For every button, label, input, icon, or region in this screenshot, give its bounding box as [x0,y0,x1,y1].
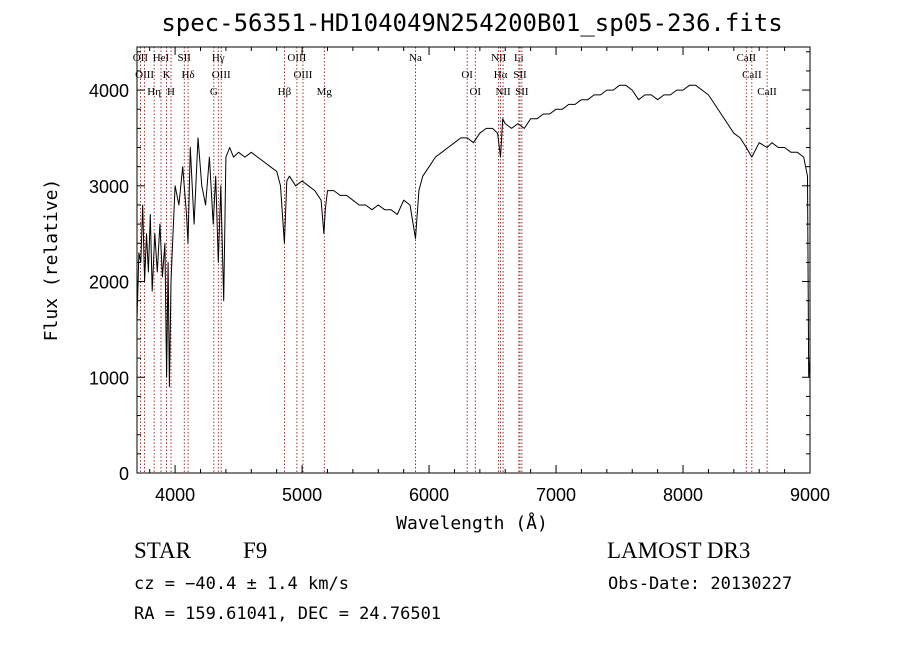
line-marker-label: Hη [147,86,161,98]
line-marker-label: HeI [153,52,170,64]
line-marker-label: Mg [317,86,333,98]
plot-frame [136,46,811,474]
line-marker-label: CaII [757,86,777,98]
object-subclass: F9 [243,538,268,563]
survey-name: LAMOST DR3 [607,538,751,563]
line-marker-label: SII [178,52,192,64]
observation-date: Obs-Date: 20130227 [608,574,793,594]
spectrum-series [136,84,811,388]
x-tick-label: 8000 [663,485,703,505]
line-marker-label: OI [469,86,481,98]
x-axis-label: Wavelength (Å) [396,512,548,534]
spectrum-line [136,84,811,388]
x-tick-label: 7000 [536,485,576,505]
redshift-cz: cz = −40.4 ± 1.4 km/s [134,574,349,594]
line-marker-label: Hδ [181,69,194,81]
line-marker-label: OIII [212,69,231,81]
object-type: STAR [134,538,191,563]
line-marker-label: CaII [736,52,756,64]
line-marker-label: NII [491,52,507,64]
line-marker-label: Hβ [278,86,292,98]
y-tick-label: 2000 [89,273,129,293]
line-marker-label: G [210,86,218,98]
x-tick-label: 9000 [790,485,830,505]
line-marker-label: Na [409,52,422,64]
y-tick-label: 1000 [89,368,129,388]
line-marker-label: Li [514,52,524,64]
line-marker-label: Hα [494,69,508,81]
line-marker-label: NII [495,86,511,98]
line-marker-label: SII [515,86,529,98]
ra-dec-coordinates: RA = 159.61041, DEC = 24.76501 [134,604,442,624]
x-tick-label: 5000 [282,485,322,505]
line-marker-label: K [163,69,171,81]
line-marker-label: OII [133,52,149,64]
line-marker-label: H [167,86,175,98]
y-axis-label: Flux (relative) [41,179,62,342]
line-marker-label: Hγ [212,52,225,64]
chart-title: spec-56351-HD104049N254200B01_sp05-236.f… [161,9,782,37]
y-tick-label: 0 [119,464,129,484]
line-marker-label: OI [461,69,473,81]
y-tick-label: 3000 [89,177,129,197]
line-marker-label: OIII [293,69,312,81]
x-tick-label: 6000 [409,485,449,505]
line-markers: OIIOIIIHηHeIKHSIIHδGHγOIIIHβOIIIOIIIMgNa… [133,47,777,473]
axes: 4000 5000 6000 7000 8000 9000 0 1000 2000 3000 400… [89,47,830,505]
line-marker-label: OIII [135,69,154,81]
line-marker-label: OIII [287,52,306,64]
line-marker-label: SII [513,69,527,81]
y-tick-label: 4000 [89,81,129,101]
line-marker-label: CaII [742,69,762,81]
x-tick-label: 4000 [155,485,195,505]
